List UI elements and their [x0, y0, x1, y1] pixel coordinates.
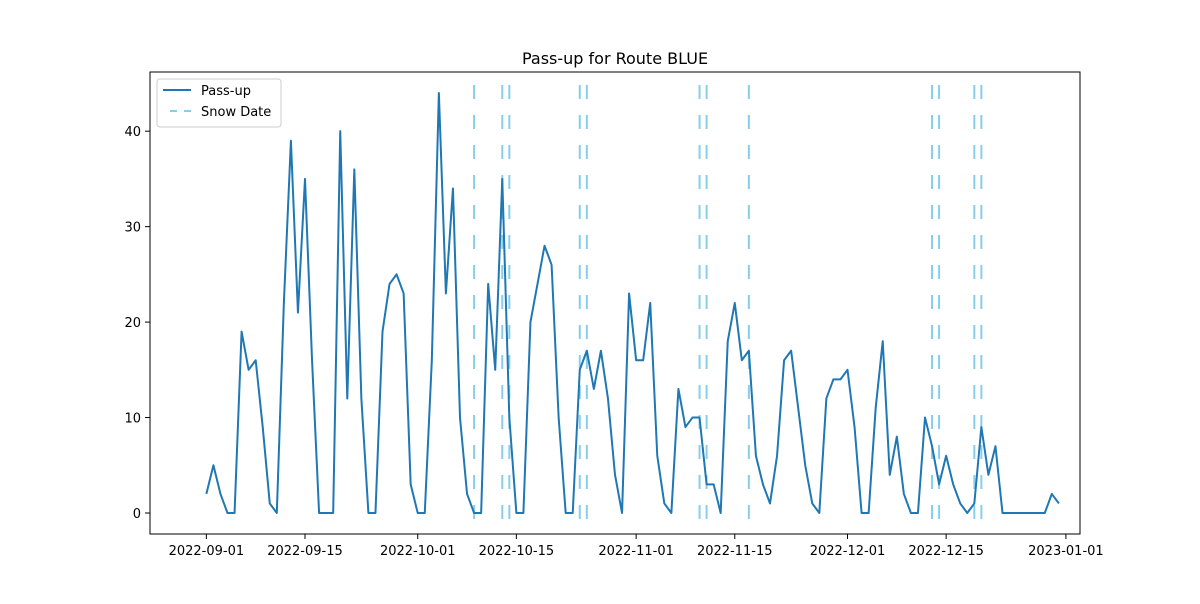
legend: Pass-up Snow Date: [157, 79, 281, 127]
x-tick-label: 2022-10-01: [380, 544, 456, 559]
x-tick-label: 2022-09-01: [169, 544, 245, 559]
x-tick-label: 2022-12-01: [810, 544, 886, 559]
y-tick-label: 10: [124, 412, 141, 427]
x-tick-label: 2022-11-01: [598, 544, 674, 559]
x-tick-label: 2022-12-15: [908, 544, 984, 559]
x-tick-label: 2022-09-15: [267, 544, 343, 559]
y-tick-label: 30: [124, 221, 141, 236]
x-tick-label: 2022-10-15: [479, 544, 555, 559]
y-tick-label: 0: [133, 507, 141, 522]
y-tick-label: 40: [124, 125, 141, 140]
legend-label-pass-up: Pass-up: [201, 84, 251, 99]
x-tick-label: 2023-01-01: [1028, 544, 1104, 559]
chart-title: Pass-up for Route BLUE: [522, 49, 708, 68]
x-tick-label: 2022-11-15: [697, 544, 773, 559]
y-tick-label: 20: [124, 316, 141, 331]
legend-label-snow-date: Snow Date: [201, 105, 271, 120]
